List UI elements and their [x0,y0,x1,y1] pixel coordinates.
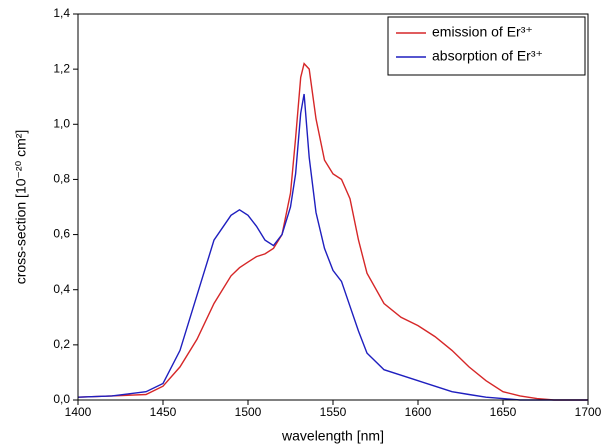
plot-frame [77,13,589,401]
x-tick-label: 1700 [575,405,602,419]
x-tick-label: 1400 [65,405,92,419]
x-tick-label: 1450 [150,405,177,419]
legend-label: emission of Er³⁺ [432,24,533,40]
y-tick-label: 0,4 [53,282,70,296]
y-tick-label: 0,8 [53,172,70,186]
legend-box [387,16,586,76]
y-tick-label: 1,0 [53,116,70,130]
x-tick-label: 1600 [405,405,432,419]
x-axis-title: wavelength [nm] [281,428,384,444]
legend-label: absorption of Er³⁺ [432,48,543,64]
y-tick-label: 1,4 [53,6,70,20]
y-tick-label: 0,2 [53,337,70,351]
x-tick-label: 1650 [490,405,517,419]
y-tick-label: 0,0 [53,392,70,406]
y-axis-title: cross-section [10⁻²⁰ cm²] [13,130,29,285]
y-tick-label: 1,2 [53,61,70,75]
y-tick-label: 0,6 [53,227,70,241]
x-tick-label: 1500 [235,405,262,419]
x-tick-label: 1550 [320,405,347,419]
series-line [77,62,588,401]
series-line [77,93,588,401]
